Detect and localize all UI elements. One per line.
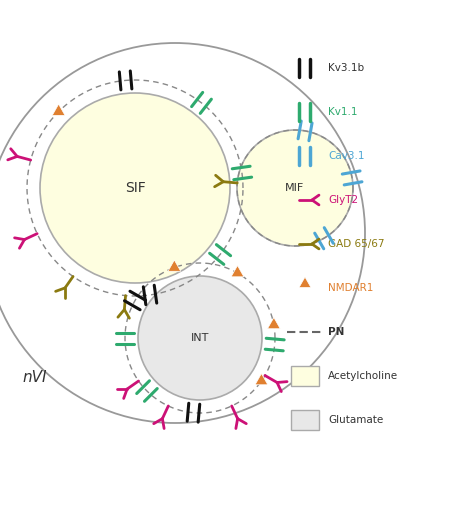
Circle shape bbox=[237, 130, 353, 246]
Text: Acetylcholine: Acetylcholine bbox=[328, 371, 398, 381]
Polygon shape bbox=[267, 317, 280, 329]
Circle shape bbox=[0, 43, 365, 423]
Text: INT: INT bbox=[191, 333, 209, 343]
Polygon shape bbox=[299, 277, 311, 288]
Text: GlyT2: GlyT2 bbox=[328, 195, 358, 205]
Text: Kv3.1b: Kv3.1b bbox=[328, 63, 364, 73]
Polygon shape bbox=[231, 266, 244, 277]
Text: MIF: MIF bbox=[285, 183, 305, 193]
Polygon shape bbox=[52, 104, 65, 116]
Text: SIF: SIF bbox=[125, 181, 146, 195]
Polygon shape bbox=[255, 373, 268, 385]
Polygon shape bbox=[168, 260, 181, 271]
Circle shape bbox=[138, 276, 262, 400]
Text: Kv1.1: Kv1.1 bbox=[328, 107, 357, 117]
Text: GAD 65/67: GAD 65/67 bbox=[328, 239, 384, 249]
Text: nVI: nVI bbox=[23, 370, 47, 385]
Text: PN: PN bbox=[328, 327, 345, 337]
FancyBboxPatch shape bbox=[291, 410, 319, 430]
Text: Glutamate: Glutamate bbox=[328, 415, 383, 425]
Text: Cav3.1: Cav3.1 bbox=[328, 151, 365, 161]
Text: NMDAR1: NMDAR1 bbox=[328, 283, 374, 293]
FancyBboxPatch shape bbox=[291, 366, 319, 386]
Circle shape bbox=[40, 93, 230, 283]
